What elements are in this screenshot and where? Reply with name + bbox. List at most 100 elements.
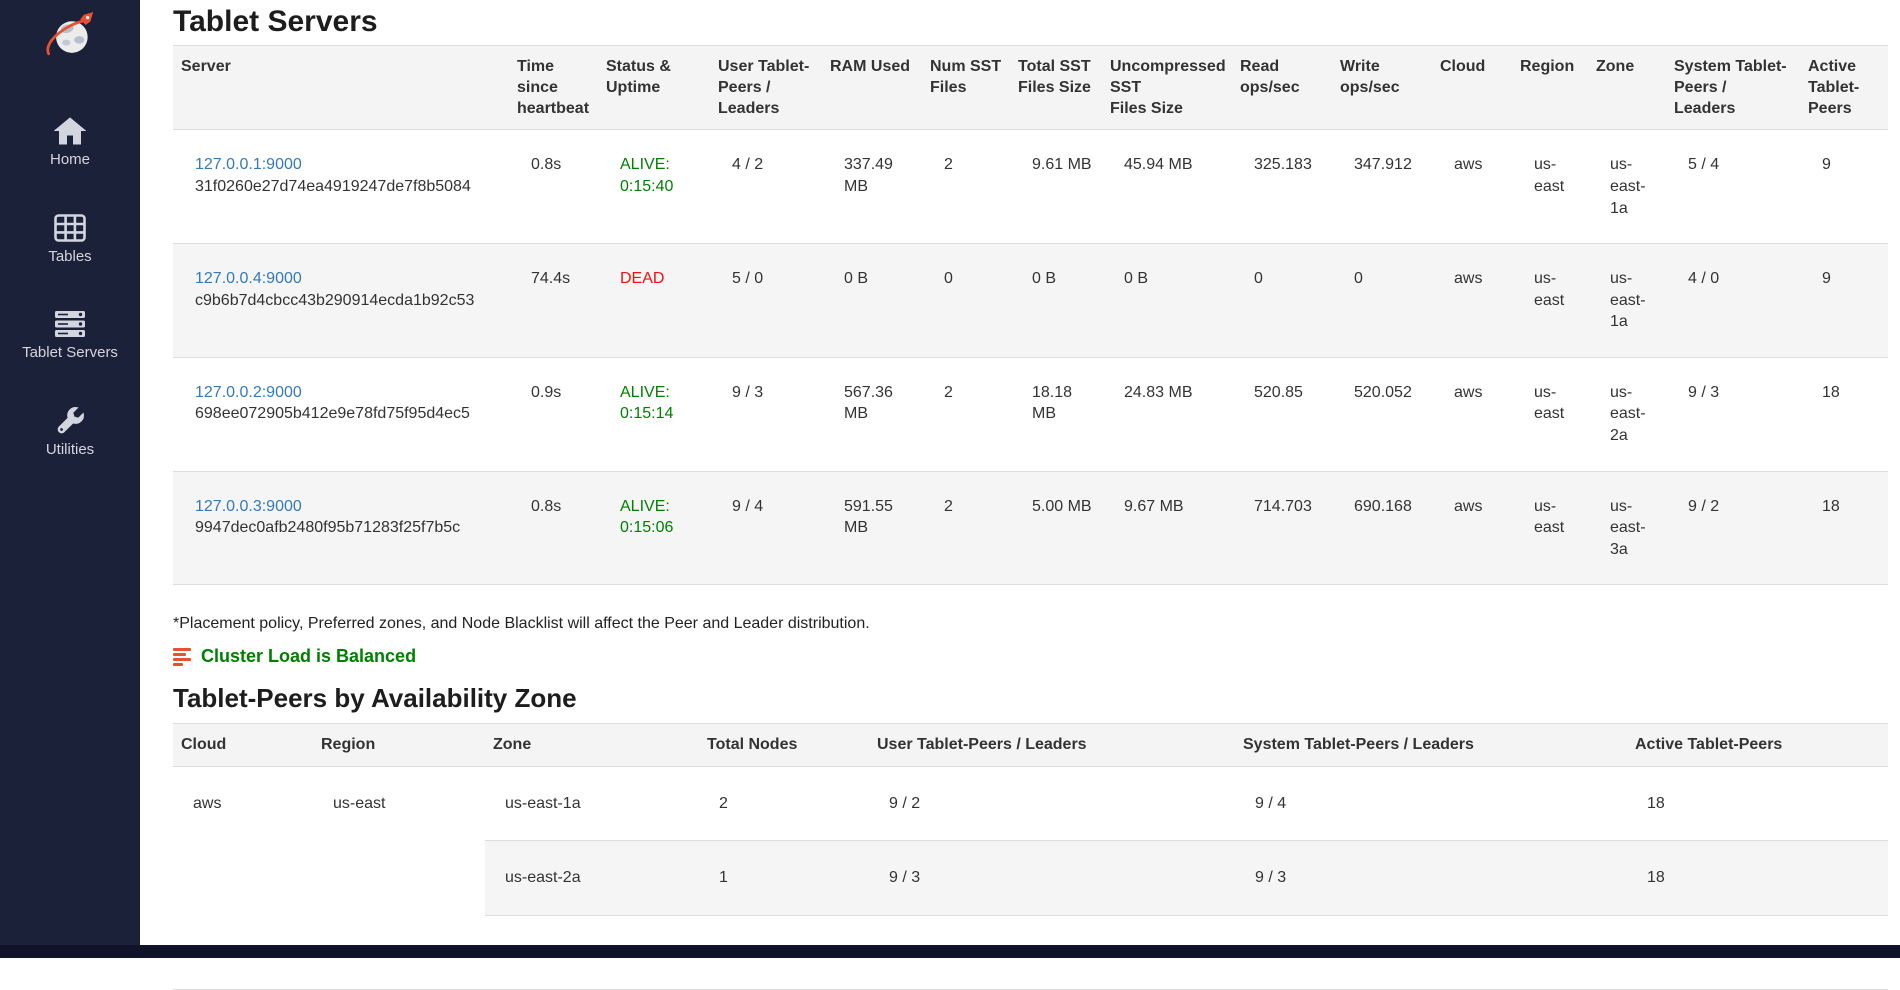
status-uptime-cell: ALIVE: 0:15:14 (598, 357, 710, 471)
server-link[interactable]: 127.0.0.2:9000 (195, 384, 302, 401)
system-peers-cell: 9 / 2 (1666, 471, 1800, 585)
write-ops-cell: 520.052 (1332, 357, 1432, 471)
total-sst-cell: 0 B (1010, 244, 1102, 358)
num-sst-cell: 0 (922, 244, 1010, 358)
server-row: 127.0.0.4:9000 c9b6b7d4cbcc43b290914ecda1… (173, 244, 1888, 358)
active-peers-cell: 18 (1800, 471, 1888, 585)
read-ops-cell: 325.183 (1232, 130, 1332, 244)
zone-cell: us-east-1a (1588, 244, 1666, 358)
col-header-cloud: Cloud (173, 724, 313, 766)
total-sst-cell: 18.18 MB (1010, 357, 1102, 471)
load-balancer-icon (173, 648, 191, 666)
col-header-zone: Zone (1588, 46, 1666, 130)
ram-cell: 591.55 MB (822, 471, 922, 585)
system-peers-cell: 9 / 3 (1235, 841, 1627, 916)
section-title: Tablet-Peers by Availability Zone (173, 683, 1890, 713)
col-header-total-nodes: Total Nodes (699, 724, 869, 766)
server-link[interactable]: 127.0.0.4:9000 (195, 270, 302, 287)
num-sst-cell: 2 (922, 471, 1010, 585)
col-header-system-peers: System Tablet-Peers / Leaders (1235, 724, 1627, 766)
sidebar-item-utilities[interactable]: Utilities (22, 406, 118, 459)
sidebar-item-label: Tablet Servers (22, 345, 118, 362)
status-label: ALIVE: (620, 384, 670, 401)
user-peers-cell: 9 / 4 (710, 471, 822, 585)
heartbeat-cell: 0.9s (509, 357, 598, 471)
server-cell: 127.0.0.2:9000 698ee072905b412e9e78fd75f9… (173, 357, 509, 471)
sidebar-item-tables[interactable]: Tables (22, 213, 118, 266)
col-header-num-sst: Num SST Files (922, 46, 1010, 130)
yugabytedb-logo[interactable] (41, 12, 99, 64)
total-nodes-cell: 1 (699, 841, 869, 916)
col-header-active-peers: Active Tablet-Peers (1800, 46, 1888, 130)
active-peers-cell: 18 (1800, 357, 1888, 471)
system-peers-cell: 5 / 4 (1666, 130, 1800, 244)
zone-row: aws us-east us-east-1a 2 9 / 2 9 / 4 18 (173, 766, 1888, 841)
col-header-total-sst: Total SST Files Size (1010, 46, 1102, 130)
ram-cell: 567.36 MB (822, 357, 922, 471)
num-sst-cell: 2 (922, 130, 1010, 244)
user-peers-cell: 4 / 2 (710, 130, 822, 244)
server-link[interactable]: 127.0.0.3:9000 (195, 498, 302, 515)
server-uuid: c9b6b7d4cbcc43b290914ecda1b92c53 (195, 292, 474, 309)
server-cell: 127.0.0.4:9000 c9b6b7d4cbcc43b290914ecda1… (173, 244, 509, 358)
col-header-system-peers: System Tablet-Peers / Leaders (1666, 46, 1800, 130)
uptime-value: 0:15:06 (620, 519, 673, 536)
col-header-uncompressed-sst: Uncompressed SST Files Size (1102, 46, 1232, 130)
heartbeat-cell: 74.4s (509, 244, 598, 358)
sidebar-item-tablet-servers[interactable]: Tablet Servers (22, 309, 118, 362)
write-ops-cell: 347.912 (1332, 130, 1432, 244)
servers-header-row: Server Time since heartbeat Status & Upt… (173, 46, 1888, 130)
zone-cell: us-east-1a (485, 766, 699, 841)
cloud-cell: aws (1432, 471, 1512, 585)
write-ops-cell: 0 (1332, 244, 1432, 358)
col-header-user-peers: User Tablet-Peers / Leaders (710, 46, 822, 130)
heartbeat-cell: 0.8s (509, 130, 598, 244)
write-ops-cell: 690.168 (1332, 471, 1432, 585)
col-header-ram: RAM Used (822, 46, 922, 130)
col-header-region: Region (313, 724, 485, 766)
num-sst-cell: 2 (922, 357, 1010, 471)
cloud-cell: aws (1432, 357, 1512, 471)
total-sst-cell: 5.00 MB (1010, 471, 1102, 585)
system-peers-cell: 9 / 4 (1235, 766, 1627, 841)
region-cell: us-east (1512, 471, 1588, 585)
sidebar-item-home[interactable]: Home (22, 116, 118, 169)
uncompressed-sst-cell: 0 B (1102, 244, 1232, 358)
heartbeat-cell: 0.8s (509, 471, 598, 585)
cluster-load-label: Cluster Load is Balanced (201, 646, 416, 667)
col-header-heartbeat: Time since heartbeat (509, 46, 598, 130)
tablet-servers-icon (54, 309, 86, 339)
read-ops-cell: 520.85 (1232, 357, 1332, 471)
active-peers-cell: 9 (1800, 244, 1888, 358)
tablet-servers-table: Server Time since heartbeat Status & Upt… (173, 45, 1888, 585)
zone-cell: us-east-1a (1588, 130, 1666, 244)
server-uuid: 698ee072905b412e9e78fd75f95d4ec5 (195, 405, 470, 422)
active-peers-cell: 18 (1627, 766, 1888, 841)
server-row: 127.0.0.2:9000 698ee072905b412e9e78fd75f9… (173, 357, 1888, 471)
sidebar-item-label: Home (50, 152, 90, 169)
active-peers-cell: 18 (1627, 841, 1888, 916)
placement-footnote: *Placement policy, Preferred zones, and … (173, 615, 1890, 633)
uncompressed-sst-cell: 9.67 MB (1102, 471, 1232, 585)
utilities-icon (54, 406, 86, 436)
zone-cell: us-east-2a (485, 841, 699, 916)
col-header-read-ops: Read ops/sec (1232, 46, 1332, 130)
col-header-cloud: Cloud (1432, 46, 1512, 130)
server-link[interactable]: 127.0.0.1:9000 (195, 156, 302, 173)
cloud-cell: aws (1432, 130, 1512, 244)
status-uptime-cell: ALIVE: 0:15:06 (598, 471, 710, 585)
status-uptime-cell: ALIVE: 0:15:40 (598, 130, 710, 244)
system-peers-cell: 9 / 3 (1666, 357, 1800, 471)
col-header-status: Status & Uptime (598, 46, 710, 130)
user-peers-cell: 5 / 0 (710, 244, 822, 358)
col-header-region: Region (1512, 46, 1588, 130)
sidebar-item-label: Tables (48, 249, 91, 266)
window-bottom-bar (0, 945, 1900, 958)
home-icon (54, 116, 86, 146)
server-uuid: 9947dec0afb2480f95b71283f25f7b5c (195, 519, 460, 536)
zone-cell: us-east-3a (1588, 471, 1666, 585)
uncompressed-sst-cell: 24.83 MB (1102, 357, 1232, 471)
server-cell: 127.0.0.3:9000 9947dec0afb2480f95b71283f2… (173, 471, 509, 585)
